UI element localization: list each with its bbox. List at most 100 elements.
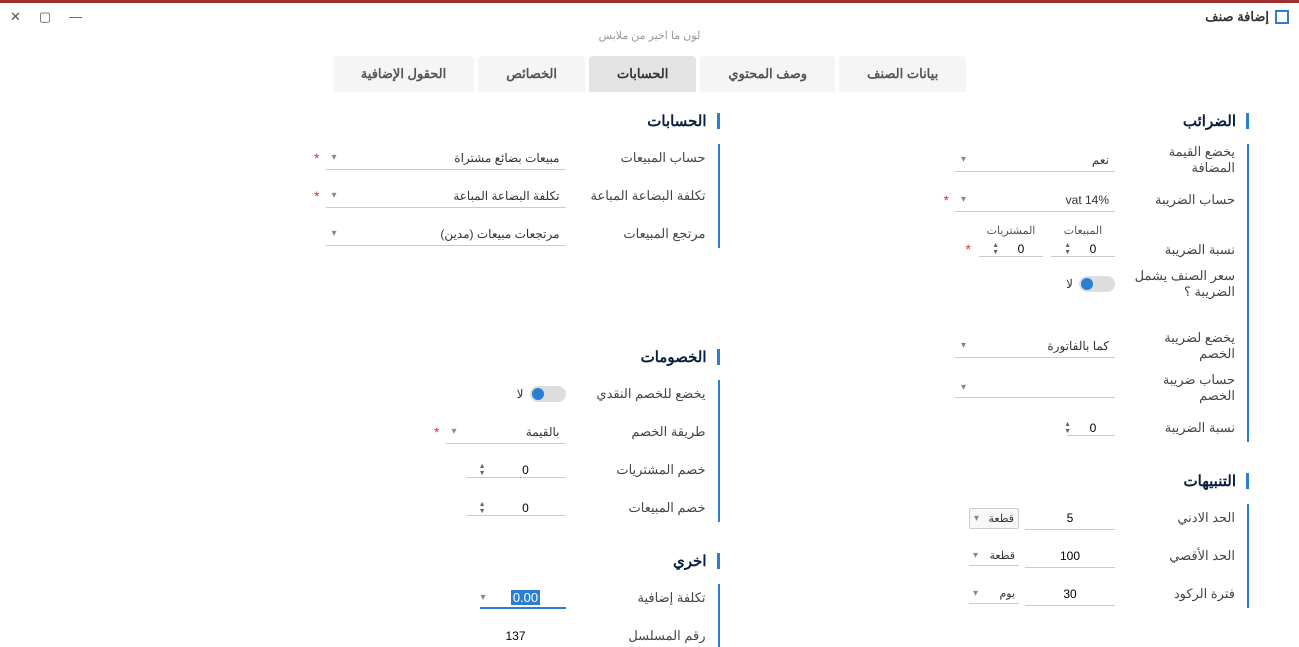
input-min[interactable] — [1025, 507, 1115, 530]
sublabel-sales: المبيعات — [1051, 224, 1115, 237]
section-title: اخري — [673, 552, 706, 570]
select-tax-account[interactable]: vat 14% ▾ — [955, 189, 1115, 212]
spinner-icon[interactable]: ▲▼ — [992, 242, 999, 256]
section-bar-icon — [1246, 473, 1249, 489]
input-sales-percent[interactable]: ▲▼ — [1051, 242, 1115, 257]
select-value: نعم — [1092, 153, 1109, 167]
select-discount-method[interactable]: بالقيمة ▾ — [446, 421, 566, 444]
select-value: قطعة — [990, 549, 1016, 562]
close-icon[interactable]: ✕ — [10, 9, 21, 25]
select-min-unit[interactable]: قطعة ▾ — [969, 508, 1019, 529]
select-value: قطعة — [989, 512, 1015, 525]
select-discount-tax-subject[interactable]: كما بالفاتورة ▾ — [955, 335, 1115, 358]
select-vat-subject[interactable]: نعم ▾ — [955, 149, 1115, 172]
label-extra-cost: تكلفة إضافية — [576, 590, 706, 606]
input-purchases-percent[interactable]: ▲▼ — [979, 242, 1043, 257]
select-value: vat 14% — [1066, 193, 1109, 207]
row-purchase-discount: خصم المشتريات ▲▼ — [250, 456, 706, 484]
subtitle: لون ما اخير من ملابس — [0, 29, 1299, 42]
input-extra-cost[interactable]: 0.00 — [486, 588, 566, 607]
toggle-value: لا — [517, 387, 524, 401]
label-cogs: تكلفة البضاعة المباعة — [576, 188, 706, 204]
toggle-price-includes-tax[interactable] — [1079, 276, 1115, 292]
section-header-taxes: الضرائب — [780, 112, 1250, 130]
required-icon: * — [314, 188, 319, 204]
label-discount-tax-percent: نسبة الضريبة — [1125, 420, 1235, 436]
label-discount-tax-account: حساب ضريبة الخصم — [1125, 372, 1235, 404]
select-value: تكلفة البضاعة المباعة — [453, 189, 559, 203]
chevron-down-icon[interactable]: ▾ — [480, 592, 485, 603]
row-sales-discount: خصم المبيعات ▲▼ — [250, 494, 706, 522]
required-icon: * — [314, 150, 319, 166]
section-header-other: اخري — [250, 552, 720, 570]
tab-accounts[interactable]: الحسابات — [589, 56, 696, 92]
label-returns: مرتجع المبيعات — [576, 226, 706, 242]
section-header-alerts: التنبيهات — [780, 472, 1250, 490]
input-stagnation[interactable] — [1025, 583, 1115, 606]
input-value[interactable] — [486, 463, 566, 477]
select-discount-tax-account[interactable]: ▾ — [955, 378, 1115, 398]
select-stagnation-unit[interactable]: يوم ▾ — [969, 584, 1019, 604]
minimize-icon[interactable]: — — [69, 9, 82, 25]
input-value[interactable] — [1071, 242, 1115, 256]
chevron-down-icon: ▾ — [961, 382, 966, 393]
label-sales-discount: خصم المبيعات — [576, 500, 706, 516]
chevron-down-icon: ▾ — [332, 228, 337, 239]
toggle-cash-discount[interactable] — [530, 386, 566, 402]
label-discount-tax-subject: يخضع لضريبة الخصم — [1125, 330, 1235, 362]
required-icon: * — [434, 424, 439, 440]
section-alerts: التنبيهات الحد الادني قطعة ▾ — [780, 472, 1250, 608]
chevron-down-icon: ▾ — [961, 340, 966, 351]
label-cash-discount: يخضع للخصم النقدي — [576, 386, 706, 402]
required-icon: * — [966, 241, 971, 257]
input-purchase-discount[interactable]: ▲▼ — [466, 463, 566, 478]
spinner-icon[interactable]: ▲▼ — [479, 463, 486, 477]
input-discount-tax-percent[interactable]: ▲▼ — [1067, 421, 1115, 436]
label-discount-method: طريقة الخصم — [576, 424, 706, 440]
select-max-unit[interactable]: قطعة ▾ — [969, 546, 1019, 566]
section-discounts: الخصومات يخضع للخصم النقدي لا طريقة الخص… — [250, 348, 720, 522]
tab-content-desc[interactable]: وصف المحتوي — [700, 56, 835, 92]
tabs: بيانات الصنف وصف المحتوي الحسابات الخصائ… — [0, 56, 1299, 92]
input-value[interactable] — [486, 501, 566, 515]
spinner-icon[interactable]: ▲▼ — [1064, 421, 1071, 435]
row-max: الحد الأقصي قطعة ▾ — [780, 542, 1236, 570]
tab-item-data[interactable]: بيانات الصنف — [839, 56, 966, 92]
row-discount-tax-subject: يخضع لضريبة الخصم كما بالفاتورة ▾ — [780, 330, 1236, 362]
input-value[interactable] — [1071, 421, 1115, 435]
section-body-accounts: حساب المبيعات مبيعات بضائع مشتراة ▾ * تك… — [250, 144, 720, 248]
section-accounts: الحسابات حساب المبيعات مبيعات بضائع مشتر… — [250, 112, 720, 248]
select-sales-account[interactable]: مبيعات بضائع مشتراة ▾ — [326, 147, 566, 170]
label-sales-account: حساب المبيعات — [576, 150, 706, 166]
tab-properties[interactable]: الخصائص — [478, 56, 585, 92]
section-taxes: الضرائب يخضع القيمة المضافة نعم ▾ ح — [780, 112, 1250, 442]
input-max[interactable] — [1025, 545, 1115, 568]
select-value: بالقيمة — [526, 425, 560, 439]
chevron-down-icon: ▾ — [973, 550, 978, 561]
row-cogs: تكلفة البضاعة المباعة تكلفة البضاعة المب… — [250, 182, 706, 210]
window-title: إضافة صنف — [1205, 9, 1289, 25]
label-max: الحد الأقصي — [1125, 548, 1235, 564]
titlebar: إضافة صنف ✕ ▢ — — [0, 3, 1299, 31]
section-bar-icon — [717, 553, 720, 569]
input-sales-discount[interactable]: ▲▼ — [466, 501, 566, 516]
label-vat-subject: يخضع القيمة المضافة — [1125, 144, 1235, 176]
label-min: الحد الادني — [1125, 510, 1235, 526]
input-serial[interactable] — [466, 625, 566, 647]
row-min: الحد الادني قطعة ▾ — [780, 504, 1236, 532]
chevron-down-icon: ▾ — [452, 426, 457, 437]
select-returns[interactable]: مرتجعات مبيعات (مدين) ▾ — [326, 223, 566, 246]
spinner-icon[interactable]: ▲▼ — [479, 501, 486, 515]
maximize-icon[interactable]: ▢ — [39, 9, 51, 25]
row-discount-method: طريقة الخصم بالقيمة ▾ * — [250, 418, 706, 446]
spinner-icon[interactable]: ▲▼ — [1064, 242, 1071, 256]
column-left: الحسابات حساب المبيعات مبيعات بضائع مشتر… — [250, 112, 720, 647]
tab-extra-fields[interactable]: الحقول الإضافية — [333, 56, 474, 92]
row-discount-tax-account: حساب ضريبة الخصم ▾ — [780, 372, 1236, 404]
input-value[interactable] — [999, 242, 1043, 256]
column-right: الضرائب يخضع القيمة المضافة نعم ▾ ح — [780, 112, 1250, 647]
app-icon — [1275, 10, 1289, 24]
section-title: الخصومات — [641, 348, 707, 366]
select-cogs[interactable]: تكلفة البضاعة المباعة ▾ — [326, 185, 566, 208]
label-tax-account: حساب الضريبة — [1125, 192, 1235, 208]
